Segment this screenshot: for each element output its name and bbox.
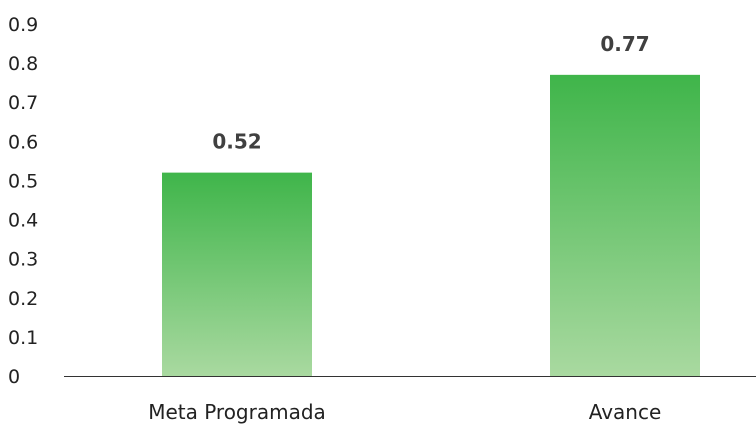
data-labels: 0.52 0.77 (212, 32, 649, 154)
category-label: Meta Programada (148, 400, 326, 424)
bars (162, 74, 700, 376)
y-axis-tick-labels: 0 0.1 0.2 0.3 0.4 0.5 0.6 0.7 0.8 0.9 (8, 14, 38, 388)
x-axis-category-labels: Meta Programada Avance (148, 400, 661, 424)
y-tick-label: 0.2 (8, 288, 38, 310)
y-tick-label: 0 (8, 366, 20, 388)
y-tick-label: 0.7 (8, 92, 38, 114)
y-tick-label: 0.8 (8, 53, 38, 75)
y-tick-label: 0.4 (8, 210, 38, 232)
bar-meta-programada (162, 172, 312, 376)
bar-avance (550, 74, 700, 376)
y-tick-label: 0.9 (8, 14, 38, 36)
y-tick-label: 0.1 (8, 327, 38, 349)
y-tick-label: 0.5 (8, 170, 38, 192)
category-label: Avance (589, 400, 662, 424)
data-label: 0.77 (600, 32, 649, 56)
y-tick-label: 0.3 (8, 249, 38, 271)
data-label: 0.52 (212, 130, 261, 154)
y-tick-label: 0.6 (8, 131, 38, 153)
